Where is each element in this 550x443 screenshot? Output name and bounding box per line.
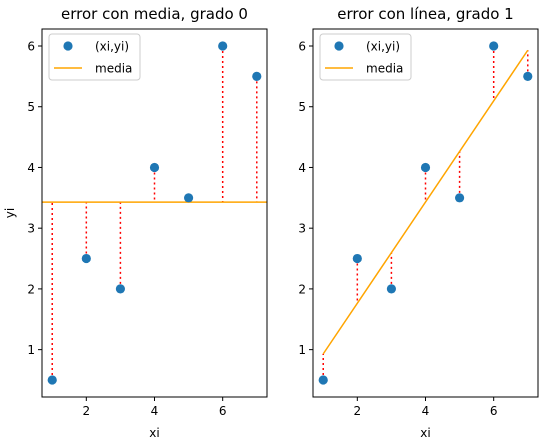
legend: (xi,yi) media — [48, 33, 141, 81]
ticks-layer: 2 4 6 1 2 3 4 5 6 — [27, 40, 226, 418]
data-point — [81, 253, 91, 264]
y-tick-label: 2 — [298, 282, 306, 296]
y-tick-label: 2 — [27, 282, 35, 296]
subplot-left: error con media, grado 0 2 4 6 1 2 3 4 5 6 xi yi… — [3, 5, 268, 440]
y-tick-label: 6 — [298, 40, 306, 54]
y-tick-label: 1 — [298, 343, 306, 357]
y-axis-label: yi — [3, 208, 17, 218]
y-tick-label: 5 — [298, 100, 306, 114]
subplot-title: error con línea, grado 1 — [337, 5, 513, 23]
data-point — [352, 253, 362, 264]
x-tick-label: 6 — [490, 404, 498, 418]
legend-marker-points — [63, 41, 73, 51]
x-tick-label: 2 — [353, 404, 361, 418]
data-point — [318, 375, 328, 385]
ticks-layer: 2 4 6 1 2 3 4 5 6 — [298, 40, 497, 418]
data-point — [420, 162, 431, 173]
y-tick-label: 4 — [27, 161, 35, 175]
data-point — [115, 284, 126, 294]
data-point — [523, 71, 533, 81]
legend-label-points: (xi,yi) — [95, 40, 129, 54]
points-layer — [47, 41, 262, 385]
y-tick-label: 3 — [27, 222, 35, 236]
legend-marker-points — [334, 41, 344, 51]
data-point — [386, 284, 397, 294]
subplot-title: error con media, grado 0 — [61, 5, 248, 23]
x-tick-label: 6 — [219, 404, 227, 418]
subplot-right: error con línea, grado 1 2 4 6 1 2 3 4 5 6 xi (x… — [298, 5, 539, 440]
x-tick-label: 2 — [82, 404, 90, 418]
error-lines — [51, 46, 258, 380]
data-point — [489, 41, 499, 51]
data-point — [149, 162, 160, 173]
x-tick-label: 4 — [151, 404, 159, 418]
y-tick-label: 3 — [298, 222, 306, 236]
y-tick-label: 4 — [298, 161, 306, 175]
data-point — [218, 41, 228, 51]
plot-frame — [41, 28, 268, 398]
x-tick-label: 4 — [422, 404, 430, 418]
fit-line — [322, 49, 529, 355]
plot-frame — [312, 28, 539, 398]
x-axis-label: xi — [420, 426, 430, 440]
y-tick-label: 6 — [27, 40, 35, 54]
legend-label-fit: media — [95, 62, 132, 76]
data-point — [47, 375, 57, 385]
fit-layer — [322, 49, 529, 355]
error-lines — [322, 46, 529, 380]
data-point — [252, 71, 262, 81]
legend-label-fit: media — [366, 62, 403, 76]
y-tick-label: 1 — [27, 343, 35, 357]
legend: (xi,yi) media — [319, 33, 412, 81]
legend-label-points: (xi,yi) — [366, 40, 400, 54]
data-point — [454, 193, 465, 203]
data-point — [183, 193, 194, 203]
x-axis-label: xi — [149, 426, 159, 440]
points-layer — [318, 41, 533, 385]
y-tick-label: 5 — [27, 100, 35, 114]
